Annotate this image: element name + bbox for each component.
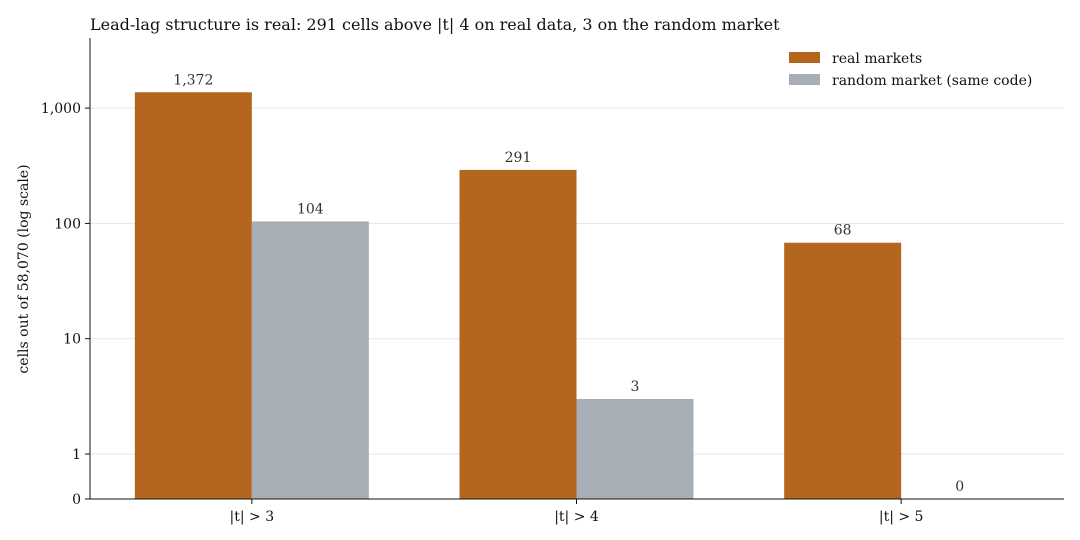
bar — [459, 169, 577, 499]
data-label: 68 — [834, 223, 852, 239]
y-tick-label: 100 — [54, 216, 81, 232]
legend-swatch — [789, 74, 820, 85]
legend-label: real markets — [832, 51, 922, 67]
data-label: 291 — [505, 150, 532, 166]
y-tick-label: 1,000 — [41, 101, 81, 117]
bar — [134, 92, 252, 500]
bar — [784, 242, 902, 499]
data-labels: 1,372 104 291 3 68 0 — [173, 72, 964, 495]
bar — [251, 221, 369, 500]
x-ticks: |t| > 3 |t| > 4 |t| > 5 — [230, 499, 924, 525]
y-ticks: 0 1 10 100 1,000 — [41, 101, 90, 508]
x-tick-label: |t| > 3 — [230, 509, 275, 525]
y-tick-label: 1 — [72, 447, 81, 463]
bar — [576, 398, 694, 499]
data-label: 0 — [955, 479, 964, 495]
legend-label: random market (same code) — [832, 73, 1032, 89]
data-label: 104 — [297, 201, 324, 217]
x-tick-label: |t| > 5 — [879, 509, 924, 525]
chart-title: Lead-lag structure is real: 291 cells ab… — [90, 15, 780, 34]
bars — [134, 92, 902, 500]
data-label: 1,372 — [173, 72, 213, 88]
y-axis-label: cells out of 58,070 (log scale) — [16, 164, 32, 373]
y-tick-label: 10 — [63, 332, 81, 348]
legend: real markets random market (same code) — [789, 51, 1032, 89]
data-label: 3 — [631, 379, 640, 395]
y-tick-label: 0 — [72, 492, 81, 508]
x-tick-label: |t| > 4 — [554, 509, 599, 525]
legend-swatch — [789, 52, 820, 63]
